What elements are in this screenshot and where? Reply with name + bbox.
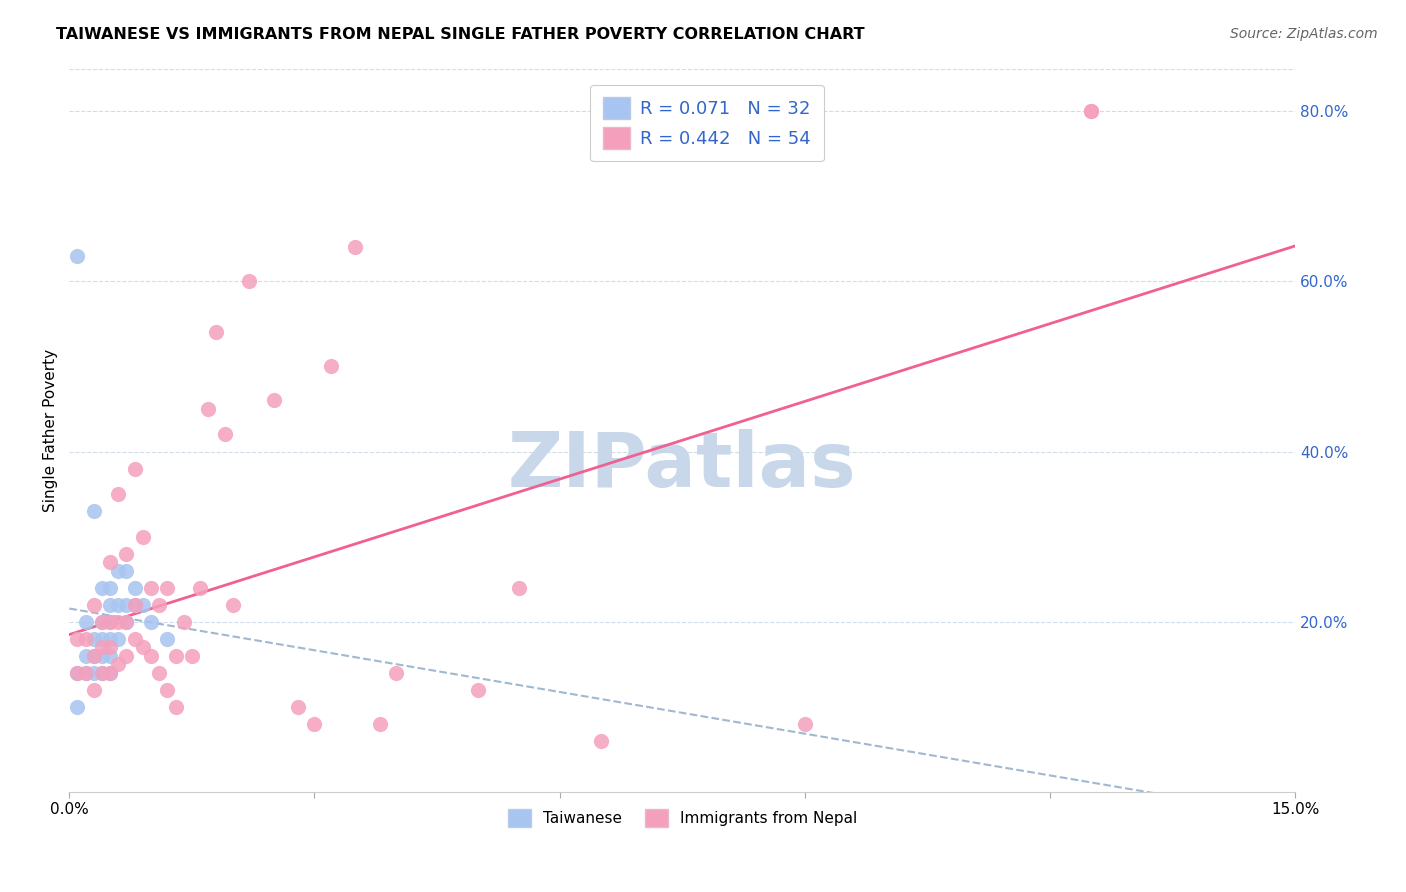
Point <box>98 615 121 629</box>
Point <box>66 632 89 646</box>
Point <box>222 598 245 612</box>
Point <box>107 657 129 672</box>
Point <box>132 530 155 544</box>
Point <box>156 632 179 646</box>
Point <box>75 665 97 680</box>
Point <box>214 427 236 442</box>
Point <box>124 461 146 475</box>
Point <box>304 717 326 731</box>
Point <box>115 564 138 578</box>
Point <box>98 615 121 629</box>
Point <box>90 581 112 595</box>
Text: TAIWANESE VS IMMIGRANTS FROM NEPAL SINGLE FATHER POVERTY CORRELATION CHART: TAIWANESE VS IMMIGRANTS FROM NEPAL SINGL… <box>56 27 865 42</box>
Point <box>66 665 89 680</box>
Point <box>115 648 138 663</box>
Point <box>148 598 170 612</box>
Point <box>98 648 121 663</box>
Point <box>124 632 146 646</box>
Point <box>107 598 129 612</box>
Point <box>83 648 105 663</box>
Point <box>188 581 211 595</box>
Point <box>115 615 138 629</box>
Point <box>90 665 112 680</box>
Point <box>90 615 112 629</box>
Point <box>98 598 121 612</box>
Point <box>197 401 219 416</box>
Point <box>90 648 112 663</box>
Point <box>132 640 155 655</box>
Point <box>508 581 530 595</box>
Point <box>156 581 179 595</box>
Point <box>368 717 391 731</box>
Point <box>90 640 112 655</box>
Point <box>83 632 105 646</box>
Point <box>319 359 342 374</box>
Point <box>132 598 155 612</box>
Point <box>794 717 817 731</box>
Point <box>148 665 170 680</box>
Point <box>156 682 179 697</box>
Point <box>83 648 105 663</box>
Point <box>263 393 285 408</box>
Point <box>75 648 97 663</box>
Point <box>83 682 105 697</box>
Point <box>66 249 89 263</box>
Point <box>90 665 112 680</box>
Point <box>115 547 138 561</box>
Point <box>115 615 138 629</box>
Point <box>98 632 121 646</box>
Point <box>107 615 129 629</box>
Legend: Taiwanese, Immigrants from Nepal: Taiwanese, Immigrants from Nepal <box>501 801 865 835</box>
Point <box>139 581 162 595</box>
Point <box>83 504 105 518</box>
Point <box>66 665 89 680</box>
Point <box>115 598 138 612</box>
Point <box>385 665 408 680</box>
Point <box>467 682 489 697</box>
Point <box>75 632 97 646</box>
Y-axis label: Single Father Poverty: Single Father Poverty <box>44 349 58 512</box>
Point <box>98 665 121 680</box>
Point <box>98 555 121 569</box>
Point <box>589 734 612 748</box>
Point <box>173 615 195 629</box>
Point <box>98 581 121 595</box>
Point <box>1080 104 1102 119</box>
Point <box>66 699 89 714</box>
Point <box>83 598 105 612</box>
Point <box>344 240 367 254</box>
Point <box>107 632 129 646</box>
Point <box>165 699 187 714</box>
Point <box>165 648 187 663</box>
Point <box>107 487 129 501</box>
Point <box>180 648 202 663</box>
Point <box>139 615 162 629</box>
Point <box>287 699 309 714</box>
Point <box>124 598 146 612</box>
Point <box>124 598 146 612</box>
Point <box>75 615 97 629</box>
Point <box>83 665 105 680</box>
Text: Source: ZipAtlas.com: Source: ZipAtlas.com <box>1230 27 1378 41</box>
Point <box>124 581 146 595</box>
Text: ZIPatlas: ZIPatlas <box>508 429 856 503</box>
Point <box>75 665 97 680</box>
Point <box>1080 104 1102 119</box>
Point <box>107 564 129 578</box>
Point <box>238 274 260 288</box>
Point <box>205 326 228 340</box>
Point <box>90 615 112 629</box>
Point <box>98 665 121 680</box>
Point <box>90 632 112 646</box>
Point <box>139 648 162 663</box>
Point <box>98 640 121 655</box>
